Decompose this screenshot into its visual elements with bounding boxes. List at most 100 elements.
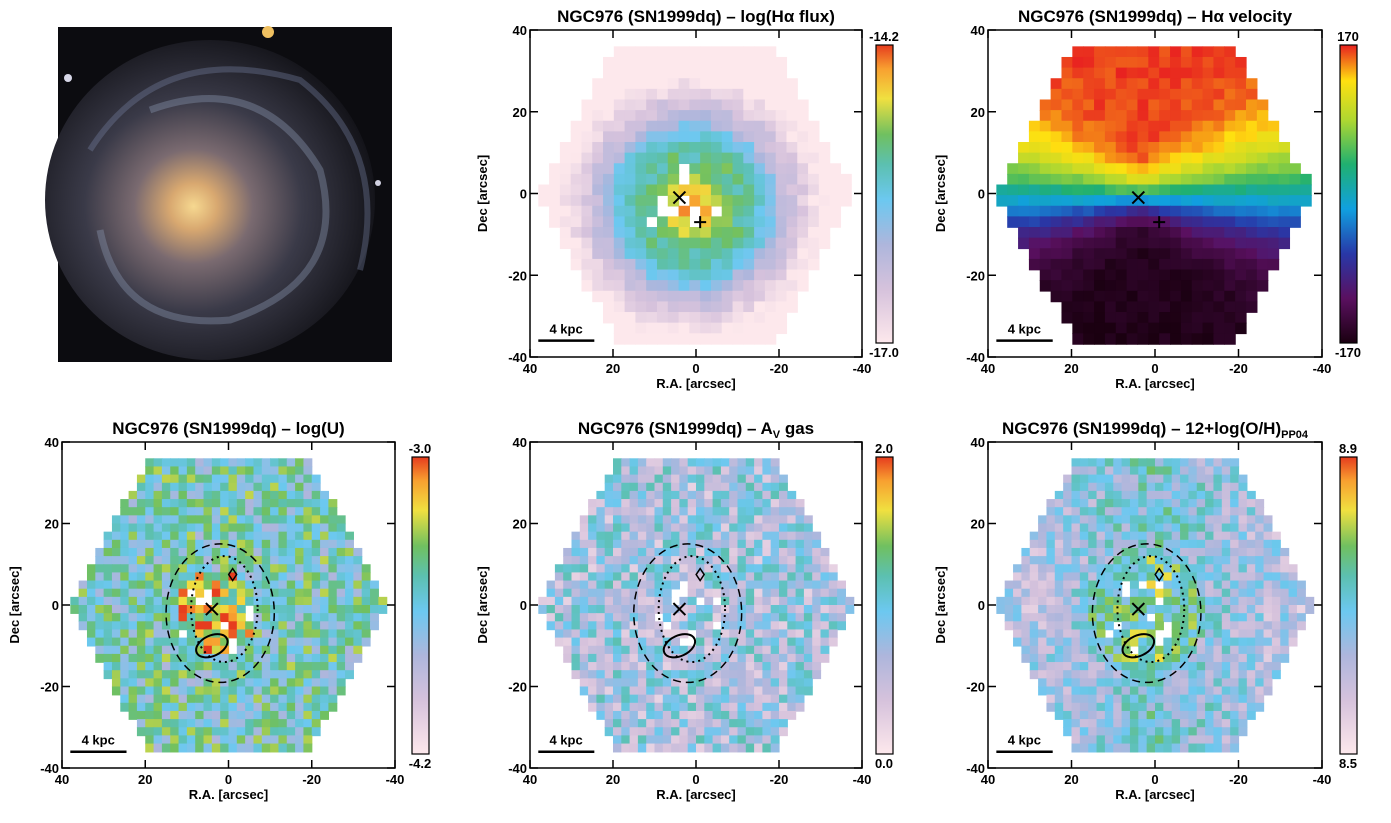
map-pixel [771, 695, 780, 704]
map-pixel [295, 670, 304, 679]
map-pixel [1172, 466, 1181, 475]
map-pixel [1213, 613, 1222, 622]
map-pixel [1080, 654, 1089, 663]
map-pixel [588, 581, 597, 590]
map-pixel [1239, 572, 1248, 581]
map-pixel [1246, 89, 1257, 100]
map-pixel [1021, 654, 1030, 663]
map-pixel [1137, 270, 1148, 281]
map-pixel [1255, 532, 1264, 541]
map-pixel [179, 564, 188, 573]
map-pixel [1097, 695, 1106, 704]
map-pixel [1246, 238, 1257, 249]
map-pixel [722, 142, 733, 153]
map-pixel [704, 605, 713, 614]
map-pixel [287, 735, 296, 744]
map-pixel [746, 548, 755, 557]
map-pixel [729, 695, 738, 704]
map-pixel [229, 597, 238, 606]
map-pixel [229, 507, 238, 516]
map-pixel [646, 131, 657, 142]
map-pixel [804, 687, 813, 696]
map-pixel [571, 121, 582, 132]
map-pixel [1072, 238, 1083, 249]
map-pixel [1180, 638, 1189, 647]
map-pixel [762, 719, 771, 728]
map-pixel [1030, 621, 1039, 630]
map-pixel [1148, 142, 1159, 153]
map-pixel [754, 46, 765, 57]
map-pixel [689, 280, 700, 291]
map-pixel [1127, 301, 1138, 312]
map-pixel [721, 507, 730, 516]
map-pixel [1083, 333, 1094, 344]
map-pixel [1051, 78, 1062, 89]
map-pixel [1148, 131, 1159, 142]
map-pixel [1159, 206, 1170, 217]
map-pixel [1222, 581, 1231, 590]
map-pixel [729, 678, 738, 687]
map-pixel [743, 312, 754, 323]
map-pixel [754, 687, 763, 696]
map-pixel [303, 646, 312, 655]
map-pixel [1197, 744, 1206, 753]
map-pixel [1213, 466, 1222, 475]
map-pixel [1083, 248, 1094, 259]
map-pixel [145, 581, 154, 590]
map-pixel [762, 540, 771, 549]
map-pixel [129, 532, 138, 541]
map-pixel [721, 711, 730, 720]
map-pixel [1138, 475, 1147, 484]
map-pixel [779, 515, 788, 524]
map-pixel [1239, 475, 1248, 484]
map-pixel [237, 507, 246, 516]
map-pixel [1072, 629, 1081, 638]
map-pixel [195, 572, 204, 581]
map-pixel [270, 662, 279, 671]
map-pixel [278, 670, 287, 679]
map-pixel [1030, 532, 1039, 541]
map-pixel [1272, 572, 1281, 581]
map-pixel [1239, 581, 1248, 590]
map-pixel [721, 475, 730, 484]
map-pixel [1264, 524, 1273, 533]
map-pixel [237, 483, 246, 492]
map-pixel [596, 507, 605, 516]
map-pixel [1205, 727, 1214, 736]
map-pixel [1213, 57, 1224, 68]
map-pixel [738, 711, 747, 720]
map-pixel [614, 312, 625, 323]
map-pixel [270, 524, 279, 533]
map-pixel [212, 581, 221, 590]
map-pixel [253, 548, 262, 557]
map-pixel [154, 711, 163, 720]
map-pixel [1255, 662, 1264, 671]
map-pixel [733, 46, 744, 57]
map-pixel [270, 621, 279, 630]
map-pixel [845, 597, 854, 606]
map-pixel [560, 153, 571, 164]
map-pixel [1088, 589, 1097, 598]
map-pixel [746, 507, 755, 516]
map-pixel [320, 629, 329, 638]
map-pixel [762, 515, 771, 524]
map-pixel [625, 216, 636, 227]
map-pixel [696, 532, 705, 541]
map-panel: 40200-20-4040200-20-40R.A. [arcsec]Dec [… [475, 419, 893, 802]
map-pixel [320, 638, 329, 647]
map-pixel [771, 532, 780, 541]
map-pixel [270, 548, 279, 557]
map-pixel [840, 185, 851, 196]
map-pixel [179, 572, 188, 581]
map-pixel [679, 524, 688, 533]
map-pixel [253, 695, 262, 704]
map-pixel [137, 532, 146, 541]
map-pixel [1063, 711, 1072, 720]
map-pixel [581, 270, 592, 281]
map-pixel [1222, 548, 1231, 557]
map-pixel [787, 597, 796, 606]
map-pixel [743, 227, 754, 238]
map-pixel [328, 687, 337, 696]
map-pixel [663, 589, 672, 598]
map-pixel [1138, 719, 1147, 728]
